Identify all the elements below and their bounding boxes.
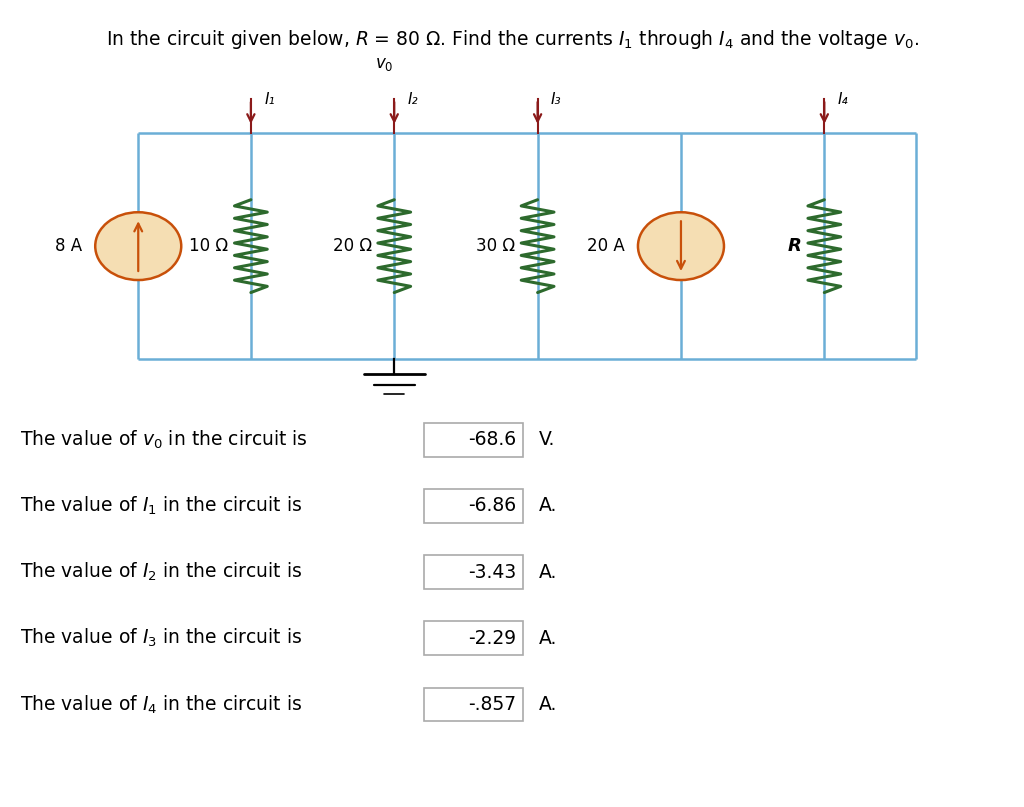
Text: The value of $I_2$ in the circuit is: The value of $I_2$ in the circuit is xyxy=(20,561,303,583)
Text: A.: A. xyxy=(539,496,557,516)
Text: V.: V. xyxy=(539,430,555,449)
Text: -3.43: -3.43 xyxy=(468,562,516,582)
Text: A.: A. xyxy=(539,695,557,714)
Text: -.857: -.857 xyxy=(468,695,516,714)
Text: I₃: I₃ xyxy=(551,92,561,107)
Text: $v_0$: $v_0$ xyxy=(375,55,393,73)
FancyBboxPatch shape xyxy=(424,423,523,457)
Text: I₄: I₄ xyxy=(838,92,848,107)
FancyBboxPatch shape xyxy=(424,489,523,523)
Text: 10 Ω: 10 Ω xyxy=(189,237,228,255)
Text: 30 Ω: 30 Ω xyxy=(476,237,515,255)
FancyBboxPatch shape xyxy=(424,688,523,721)
Text: A.: A. xyxy=(539,629,557,648)
Text: The value of $I_1$ in the circuit is: The value of $I_1$ in the circuit is xyxy=(20,495,303,517)
Text: 20 A: 20 A xyxy=(587,237,625,255)
Text: R: R xyxy=(787,237,802,255)
Text: The value of $I_4$ in the circuit is: The value of $I_4$ in the circuit is xyxy=(20,693,303,716)
Text: 20 Ω: 20 Ω xyxy=(333,237,372,255)
Text: -2.29: -2.29 xyxy=(468,629,516,648)
Text: The value of $I_3$ in the circuit is: The value of $I_3$ in the circuit is xyxy=(20,627,303,650)
Circle shape xyxy=(95,212,181,280)
FancyBboxPatch shape xyxy=(424,621,523,655)
Text: I₂: I₂ xyxy=(408,92,418,107)
FancyBboxPatch shape xyxy=(424,555,523,589)
Text: The value of $v_0$ in the circuit is: The value of $v_0$ in the circuit is xyxy=(20,429,308,451)
Text: A.: A. xyxy=(539,562,557,582)
Text: -68.6: -68.6 xyxy=(468,430,516,449)
Circle shape xyxy=(638,212,724,280)
Text: 8 A: 8 A xyxy=(55,237,82,255)
Text: I₁: I₁ xyxy=(264,92,274,107)
Text: In the circuit given below, $R$ = 80 $\Omega$. Find the currents $I_1$ through $: In the circuit given below, $R$ = 80 $\O… xyxy=(105,28,919,52)
Text: -6.86: -6.86 xyxy=(468,496,516,516)
